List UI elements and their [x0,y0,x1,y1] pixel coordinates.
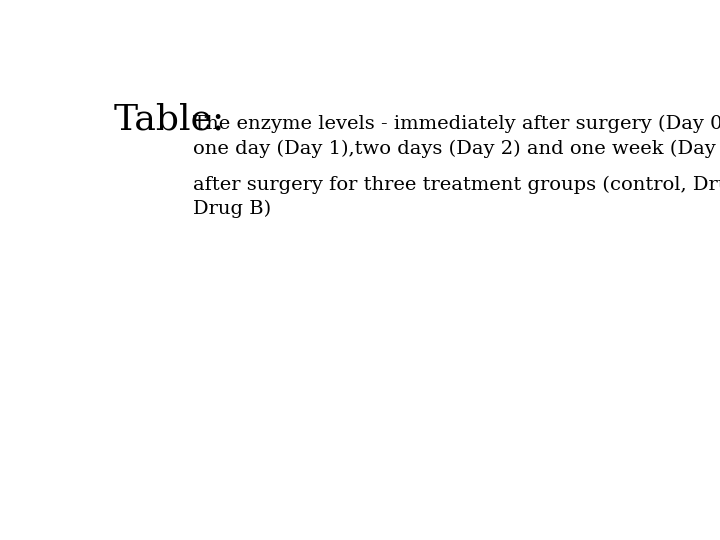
Text: The enzyme levels - immediately after surgery (Day 0),: The enzyme levels - immediately after su… [193,115,720,133]
Text: Table:: Table: [114,102,225,136]
Text: after surgery for three treatment groups (control, Drug A,: after surgery for three treatment groups… [193,176,720,193]
Text: Drug B): Drug B) [193,200,271,219]
Text: one day (Day 1),two days (Day 2) and one week (Day 7): one day (Day 1),two days (Day 2) and one… [193,140,720,158]
